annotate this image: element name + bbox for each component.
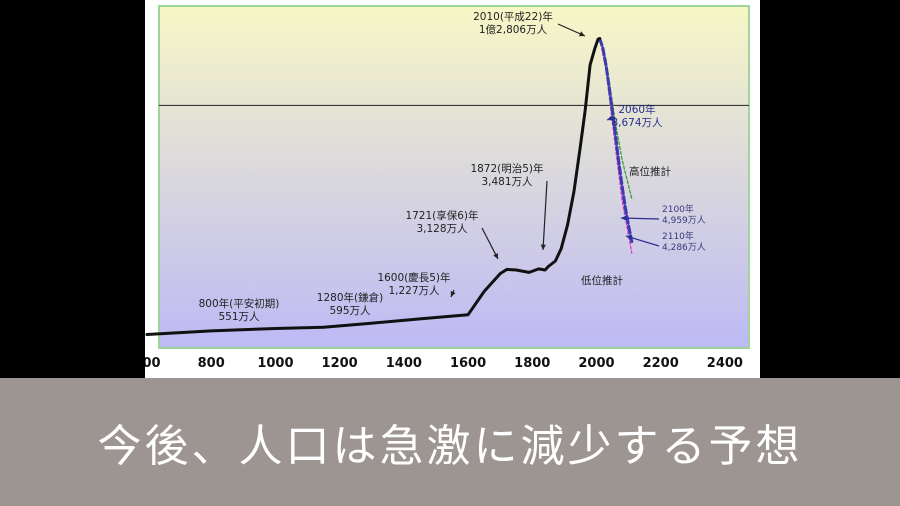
annotation-arrowhead — [450, 291, 456, 297]
annotation-line: 1280年(鎌倉) — [317, 291, 383, 304]
annotation-a800: 800年(平安初期)551万人 — [199, 297, 280, 323]
x-tick-label: 1800 — [514, 356, 550, 371]
annotation-arrowhead — [493, 253, 498, 259]
annotation-line: 2100年 — [662, 203, 694, 215]
annotation-arrowhead — [540, 244, 546, 250]
label-high-projection: 高位推計 — [629, 165, 671, 178]
annotation-arrowhead — [626, 235, 632, 241]
annotation-line: 4,959万人 — [662, 215, 706, 226]
annotation-line: 1721(享保6)年 — [405, 209, 478, 222]
annotation-arrowhead — [579, 31, 585, 37]
annotation-line: 2060年 — [618, 103, 655, 116]
annotation-a1600: 1600(慶長5)年1,227万人 — [377, 271, 450, 297]
annotation-a1721: 1721(享保6)年3,128万人 — [405, 209, 478, 235]
annotation-arrow — [625, 235, 660, 247]
population-chart: 800年(平安初期) 551万人 1280年(鎌倉) 595万人 1600(慶長5)年 1… — [145, 0, 760, 378]
annotation-line: 8,674万人 — [611, 117, 663, 129]
annotation-a1872: 1872(明治5)年3,481万人 — [470, 162, 543, 188]
series-medium — [598, 37, 634, 244]
annotation-arrowhead — [607, 115, 613, 121]
series-historical — [145, 37, 602, 336]
x-tick-label: 2000 — [578, 356, 614, 371]
x-tick-label: 2200 — [643, 356, 679, 371]
x-tick-label: 800 — [198, 356, 225, 371]
annotation-line: 2010(平成22)年 — [473, 10, 553, 23]
annotation-line: 800年(平安初期) — [199, 297, 280, 310]
x-axis-ticks: 600 800 1000 1200 1400 1600 1800 2000 2200 2400 — [145, 356, 743, 371]
annotation-line: 3,481万人 — [481, 176, 533, 188]
annotation-line: 1600(慶長5)年 — [377, 271, 450, 284]
annotation-a1280: 1280年(鎌倉)595万人 — [317, 291, 383, 317]
annotation-arrow — [620, 217, 660, 220]
x-tick-label: 1200 — [322, 356, 358, 371]
annotation-arrows — [450, 23, 660, 298]
annotation-line: 595万人 — [329, 305, 371, 317]
annotation-layer: 800年(平安初期)551万人1280年(鎌倉)595万人1600(慶長5)年1… — [199, 10, 706, 323]
x-tick-label: 1600 — [450, 356, 486, 371]
label-low-projection: 低位推計 — [581, 274, 623, 287]
annotation-line: 1,227万人 — [388, 285, 440, 297]
annotation-arrow — [542, 180, 548, 251]
annotation-arrowhead — [621, 215, 627, 221]
series-layer — [145, 37, 634, 336]
annotation-line: 551万人 — [218, 311, 260, 323]
x-tick-label: 1400 — [386, 356, 422, 371]
annotation-line: 3,128万人 — [416, 223, 468, 235]
annotation-line: 1872(明治5)年 — [470, 162, 543, 175]
annotation-line: 4,286万人 — [662, 242, 706, 253]
x-tick-label: 2400 — [707, 356, 743, 371]
x-tick-label: 1000 — [257, 356, 293, 371]
caption-bar: 今後、人口は急激に減少する予想 — [0, 378, 900, 506]
annotation-line: 1億2,806万人 — [479, 23, 548, 36]
caption-text: 今後、人口は急激に減少する予想 — [97, 421, 803, 472]
annotation-arrow — [481, 227, 499, 260]
x-tick-label: 600 — [145, 356, 161, 371]
annotation-line: 2110年 — [662, 230, 694, 242]
chart-svg: 800年(平安初期)551万人1280年(鎌倉)595万人1600(慶長5)年1… — [145, 5, 750, 371]
